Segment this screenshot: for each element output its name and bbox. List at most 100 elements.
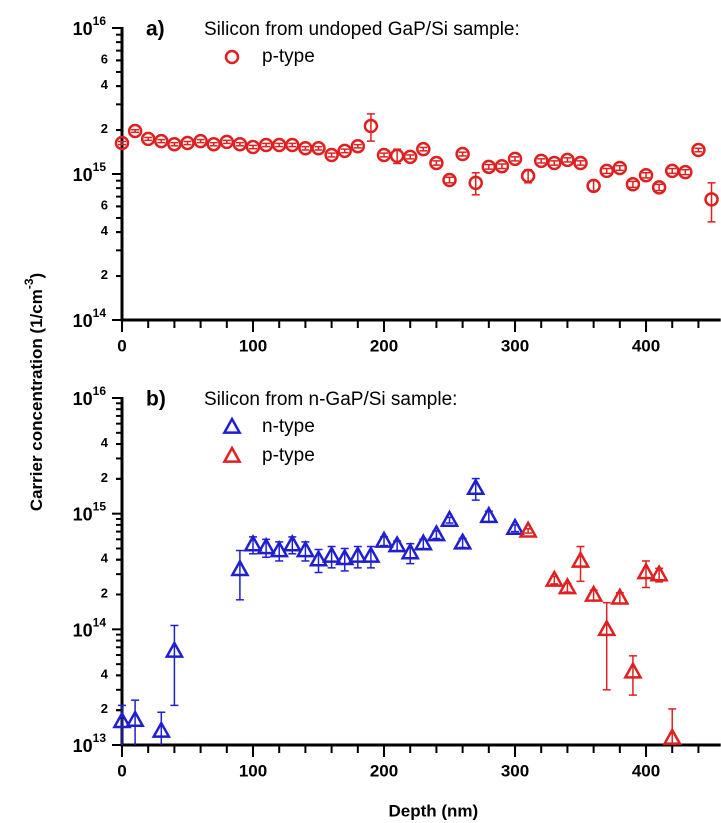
x-tick-label: 300: [501, 761, 529, 780]
marker: [704, 192, 719, 207]
x-tick-label: 100: [239, 336, 267, 355]
marker: [623, 661, 643, 679]
y-tick-exponent: 13: [93, 731, 107, 745]
y-tick-label: 2: [101, 470, 108, 485]
series: [518, 520, 682, 745]
y-tick-label: 4: [101, 667, 109, 682]
marker: [479, 505, 499, 524]
y-tick-base: 4: [101, 78, 109, 93]
y-tick-label: 4: [101, 224, 109, 239]
marker: [610, 587, 630, 605]
marker: [520, 168, 536, 184]
y-tick-exponent: 14: [93, 306, 107, 320]
x-tick-label: 100: [239, 761, 267, 780]
y-tick-label: 4: [101, 435, 109, 450]
marker: [400, 542, 420, 560]
marker: [374, 530, 394, 548]
y-tick-label: 1013: [73, 731, 107, 756]
series: [112, 477, 525, 745]
marker: [638, 168, 654, 183]
marker: [350, 138, 366, 154]
marker: [180, 135, 195, 151]
marker: [361, 545, 381, 563]
panel-label: a): [146, 18, 165, 41]
x-tick-label: 200: [370, 336, 398, 355]
marker: [570, 550, 591, 568]
marker: [544, 569, 565, 587]
x-tick-label: 400: [632, 761, 660, 780]
x-axis-label: Depth (nm): [388, 801, 478, 820]
marker: [363, 118, 379, 134]
marker: [387, 534, 407, 553]
marker: [154, 133, 169, 149]
marker: [125, 709, 145, 727]
y-tick-base: 2: [101, 702, 108, 717]
y-tick-base: 6: [101, 52, 108, 67]
marker: [586, 178, 601, 194]
marker: [164, 640, 185, 658]
legend-label: n-type: [262, 416, 315, 437]
marker: [518, 520, 538, 538]
y-tick-label: 2: [101, 267, 108, 282]
y-tick-base: 10: [73, 504, 93, 524]
y-tick-base: 2: [101, 586, 108, 601]
marker: [557, 576, 578, 595]
y-tick-exponent: 16: [93, 384, 107, 398]
marker: [494, 159, 510, 174]
marker: [533, 153, 549, 169]
marker: [560, 152, 575, 168]
y-tick-exponent: 15: [93, 160, 107, 174]
marker: [691, 142, 706, 158]
series: [114, 113, 719, 223]
x-tick-label: 200: [370, 761, 398, 780]
legend-label: p-type: [262, 46, 315, 67]
y-tick-base: 2: [101, 121, 108, 136]
marker: [348, 545, 368, 563]
marker: [416, 141, 431, 157]
y-tick-base: 4: [101, 551, 109, 566]
marker: [114, 135, 130, 151]
marker: [455, 146, 470, 162]
legend-item: p-type: [224, 46, 315, 67]
y-tick-label: 6: [101, 52, 108, 67]
y-tick-exponent: 14: [93, 616, 107, 630]
marker: [206, 136, 221, 152]
marker: [505, 517, 525, 535]
marker: [573, 155, 588, 171]
y-axis-label-part: ): [27, 273, 46, 279]
marker: [193, 133, 208, 149]
y-axis-label-part: -3: [22, 278, 36, 289]
marker: [402, 149, 418, 165]
y-tick-base: 4: [101, 435, 109, 450]
marker: [295, 539, 316, 558]
legend-item: p-type: [222, 445, 315, 466]
marker: [245, 139, 261, 155]
marker: [678, 164, 693, 180]
marker: [308, 549, 329, 567]
marker: [127, 123, 143, 139]
marker: [112, 710, 132, 729]
x-tick-label: 0: [117, 336, 126, 355]
y-tick-exponent: 16: [93, 14, 107, 28]
marker: [324, 147, 339, 163]
marker: [337, 143, 352, 159]
y-tick-base: 10: [73, 389, 93, 409]
marker: [222, 445, 242, 463]
marker: [334, 547, 355, 566]
y-tick-base: 2: [101, 267, 108, 282]
marker: [413, 533, 434, 551]
marker: [232, 136, 248, 152]
panel-title: Silicon from undoped GaP/Si sample:: [204, 19, 520, 40]
marker: [321, 545, 342, 563]
y-tick-label: 2: [101, 121, 108, 136]
y-tick-base: 4: [101, 667, 109, 682]
y-tick-base: 6: [101, 198, 108, 213]
marker: [151, 720, 172, 738]
marker: [256, 536, 276, 555]
y-tick-label: 4: [101, 551, 109, 566]
marker: [636, 561, 656, 580]
y-axis-label: Carrier concentration (1/cm-3): [22, 273, 46, 511]
marker: [285, 137, 300, 153]
marker: [222, 416, 242, 434]
